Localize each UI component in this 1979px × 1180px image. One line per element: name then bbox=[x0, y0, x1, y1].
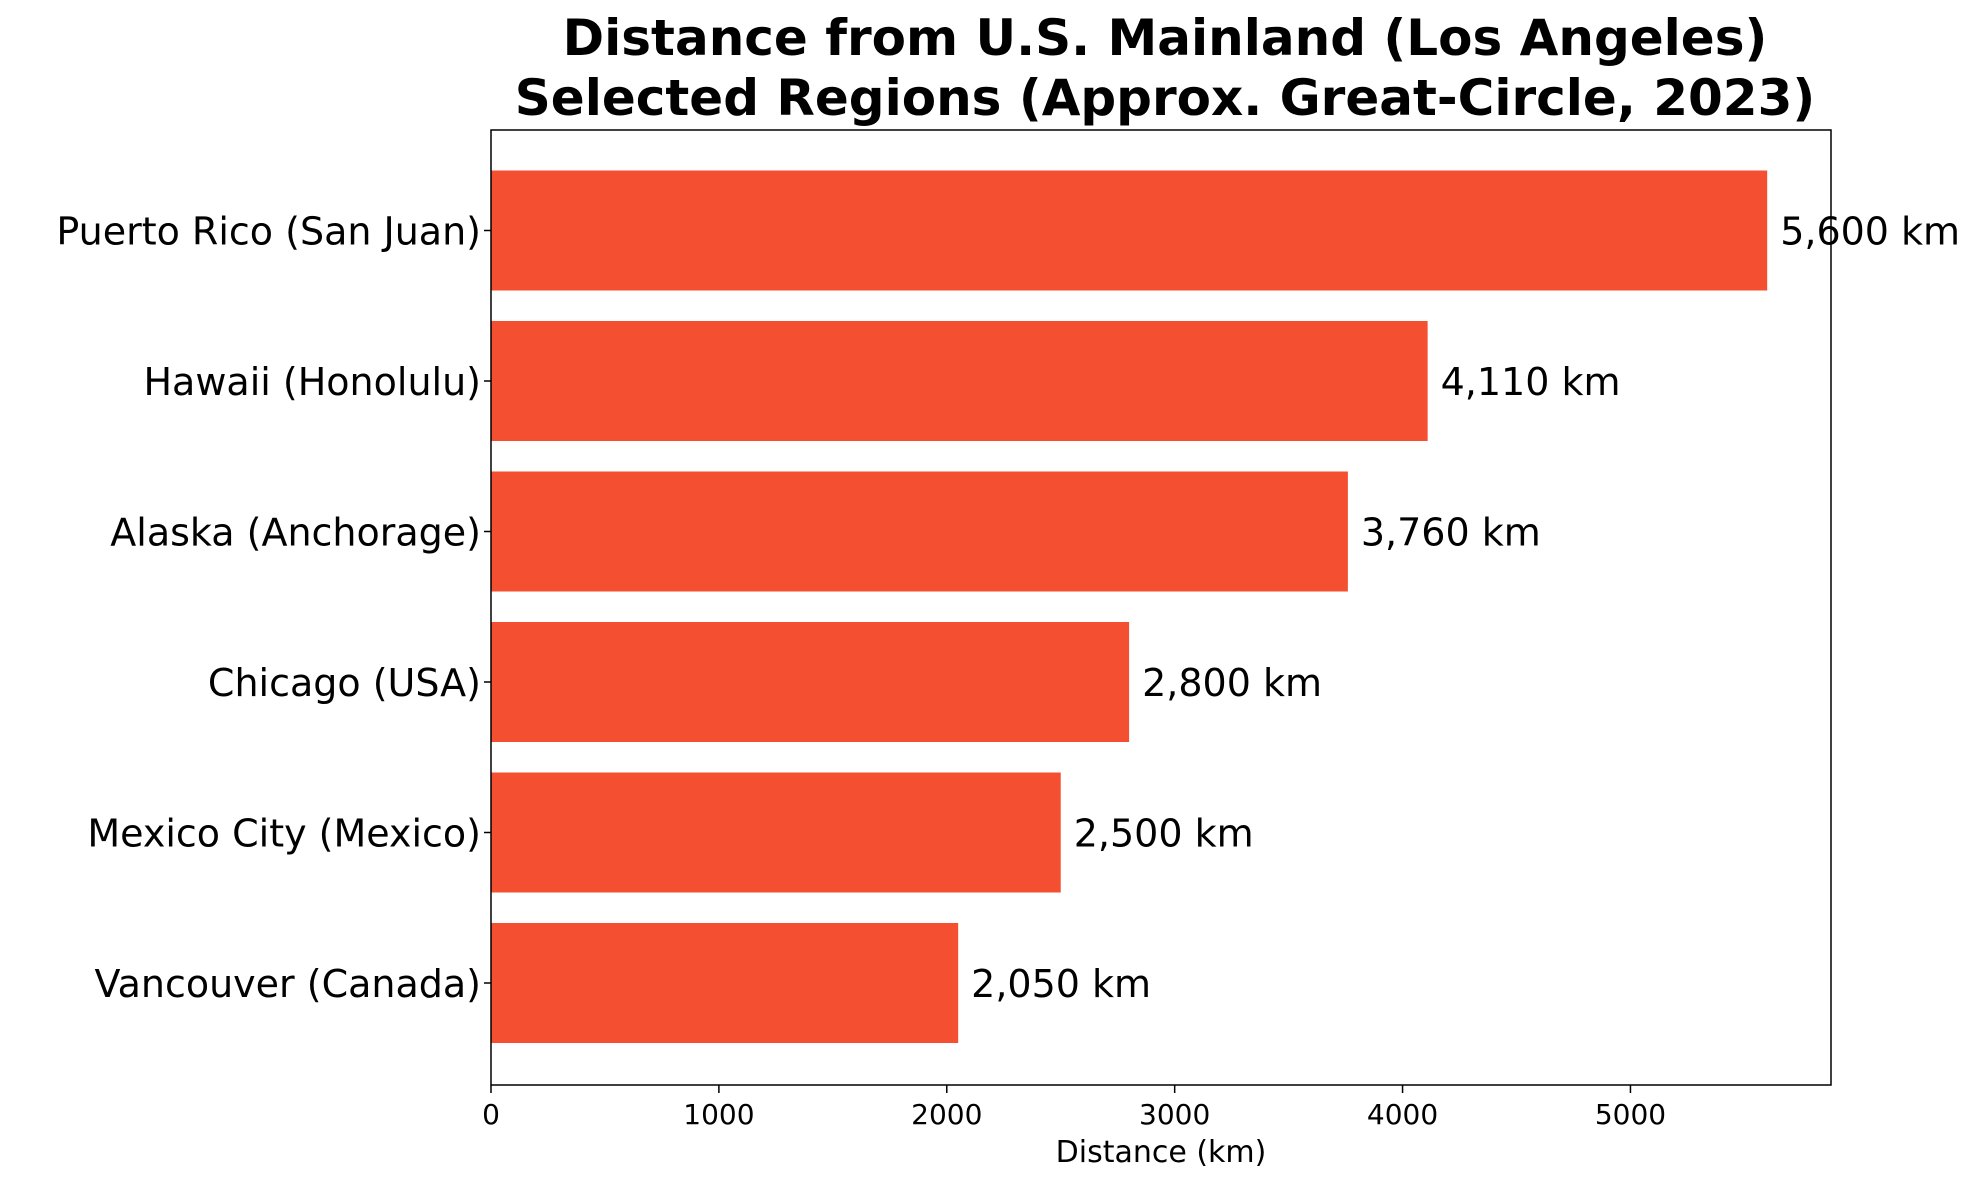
bar bbox=[491, 923, 959, 1043]
category-label: Mexico City (Mexico) bbox=[87, 812, 481, 856]
bar bbox=[491, 170, 1768, 291]
category-label: Chicago (USA) bbox=[208, 661, 481, 705]
bar bbox=[491, 622, 1130, 742]
category-label: Hawaii (Honolulu) bbox=[143, 360, 481, 404]
data-label: 3,760 km bbox=[1361, 511, 1541, 555]
x-tick-label: 4000 bbox=[1367, 1098, 1438, 1131]
data-label: 4,110 km bbox=[1441, 360, 1621, 404]
data-label: 5,600 km bbox=[1780, 210, 1960, 254]
data-label: 2,050 km bbox=[971, 962, 1151, 1006]
x-tick-label: 1000 bbox=[683, 1098, 754, 1131]
category-label: Vancouver (Canada) bbox=[95, 962, 481, 1006]
category-labels-group: Vancouver (Canada) Mexico City (Mexico) Ch… bbox=[56, 210, 481, 1007]
bar bbox=[491, 772, 1061, 893]
x-tick-label: 5000 bbox=[1595, 1098, 1666, 1131]
plot-frame bbox=[490, 129, 1832, 1086]
x-tick-label: 2000 bbox=[911, 1098, 982, 1131]
x-tick-label: 3000 bbox=[1139, 1098, 1210, 1131]
category-label: Alaska (Anchorage) bbox=[110, 511, 481, 555]
data-label: 2,500 km bbox=[1074, 812, 1254, 856]
bar bbox=[491, 471, 1348, 592]
chart-title-line-2: Selected Regions (Approx. Great-Circle, … bbox=[515, 69, 1815, 127]
data-label: 2,800 km bbox=[1142, 661, 1322, 705]
x-axis-ticks-group: 0 1000 2000 3000 4000 5000 bbox=[482, 229, 1666, 1131]
x-tick-label: 0 bbox=[482, 1098, 500, 1131]
chart-title-line-1: Distance from U.S. Mainland (Los Angeles… bbox=[563, 9, 1768, 67]
bar bbox=[491, 321, 1428, 441]
x-axis-label: Distance (km) bbox=[1056, 1135, 1267, 1170]
data-labels-group: 2,050 km 2,500 km 2,800 km 3,760 km 4,110 km… bbox=[971, 210, 1960, 1007]
category-label: Puerto Rico (San Juan) bbox=[56, 210, 481, 254]
bars-group bbox=[491, 170, 1768, 1043]
